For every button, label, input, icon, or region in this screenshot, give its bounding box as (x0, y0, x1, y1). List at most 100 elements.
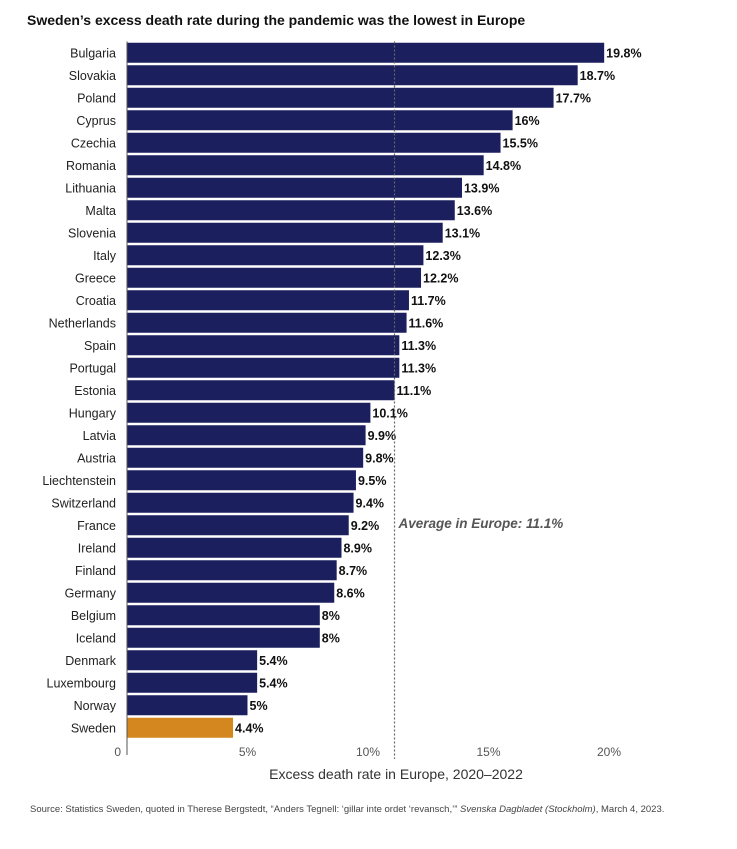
value-label: 8.9% (343, 541, 372, 555)
value-label: 5% (250, 699, 268, 713)
bar-netherlands (127, 312, 407, 333)
value-label: 17.7% (556, 91, 591, 105)
category-label: Hungary (69, 406, 117, 420)
bar-luxembourg (127, 672, 258, 693)
bar-spain (127, 335, 400, 356)
value-label: 11.3% (401, 361, 436, 375)
x-tick-label: 0 (114, 745, 121, 759)
value-label: 8% (322, 609, 340, 623)
value-label: 16% (515, 114, 540, 128)
category-label: Sweden (71, 721, 116, 735)
bar-estonia (127, 380, 395, 401)
value-label: 11.1% (397, 384, 432, 398)
category-label: Austria (77, 451, 116, 465)
source-note: Source: Statistics Sweden, quoted in The… (30, 800, 670, 819)
category-label: Portugal (69, 361, 116, 375)
bar-liechtenstein (127, 470, 356, 491)
bar-hungary (127, 402, 371, 423)
value-label: 11.7% (411, 294, 446, 308)
bar-france (127, 515, 349, 536)
bar-romania (127, 155, 484, 176)
category-label: Latvia (83, 429, 116, 443)
bar-poland (127, 87, 554, 108)
x-axis-label: Excess death rate in Europe, 2020–2022 (269, 766, 523, 782)
category-label: Bulgaria (70, 46, 116, 60)
category-label: Slovenia (68, 226, 116, 240)
bar-greece (127, 267, 422, 288)
value-label: 11.3% (401, 339, 436, 353)
category-label: Croatia (76, 294, 116, 308)
category-label: Slovakia (69, 69, 116, 83)
source-date: , March 4, 2023. (595, 804, 665, 815)
bar-slovenia (127, 222, 443, 243)
bar-portugal (127, 357, 400, 378)
category-label: Estonia (74, 384, 116, 398)
x-tick-label: 20% (597, 745, 621, 759)
value-label: 4.4% (235, 721, 263, 735)
value-label: 8.6% (336, 586, 365, 600)
value-label: 5.4% (259, 654, 288, 668)
bar-iceland (127, 627, 320, 648)
x-tick-label: 5% (239, 745, 257, 759)
value-label: 9.2% (351, 519, 380, 533)
bar-slovakia (127, 65, 578, 86)
bar-sweden (127, 717, 234, 738)
category-label: Finland (75, 564, 116, 578)
value-label: 9.5% (358, 474, 387, 488)
category-label: Romania (66, 159, 116, 173)
value-label: 12.3% (425, 249, 460, 263)
value-label: 13.9% (464, 181, 499, 195)
bar-denmark (127, 650, 258, 671)
bar-bulgaria (127, 42, 605, 63)
category-label: Iceland (76, 631, 116, 645)
bar-czechia (127, 132, 501, 153)
value-label: 19.8% (606, 46, 641, 60)
bar-belgium (127, 605, 320, 626)
value-label: 9.4% (356, 496, 385, 510)
category-label: Poland (77, 91, 116, 105)
category-label: Luxembourg (47, 676, 117, 690)
category-label: Denmark (65, 654, 116, 668)
category-label: Italy (93, 249, 117, 263)
bar-ireland (127, 537, 342, 558)
chart-title: Sweden’s excess death rate during the pa… (27, 12, 526, 28)
category-label: France (77, 519, 116, 533)
value-label: 11.6% (409, 316, 444, 330)
bar-austria (127, 447, 364, 468)
bar-croatia (127, 290, 409, 311)
value-label: 14.8% (486, 159, 521, 173)
average-reference-label: Average in Europe: 11.1% (398, 516, 564, 531)
category-label: Norway (74, 699, 117, 713)
bar-latvia (127, 425, 366, 446)
x-tick-label: 15% (476, 745, 500, 759)
value-label: 8% (322, 631, 340, 645)
value-label: 15.5% (503, 136, 538, 150)
category-label: Germany (65, 586, 117, 600)
category-label: Cyprus (76, 114, 116, 128)
bar-switzerland (127, 492, 354, 513)
bar-malta (127, 200, 455, 221)
category-label: Ireland (78, 541, 116, 555)
x-tick-label: 10% (356, 745, 380, 759)
category-label: Spain (84, 339, 116, 353)
category-label: Liechtenstein (42, 474, 116, 488)
bar-cyprus (127, 110, 513, 131)
bar-italy (127, 245, 424, 266)
bar-norway (127, 695, 248, 716)
bar-germany (127, 582, 335, 603)
value-label: 12.2% (423, 271, 458, 285)
value-label: 10.1% (372, 406, 407, 420)
category-label: Netherlands (49, 316, 116, 330)
bar-lithuania (127, 177, 462, 198)
value-label: 13.1% (445, 226, 480, 240)
value-label: 13.6% (457, 204, 492, 218)
source-publication: Svenska Dagbladet (Stockholm) (460, 804, 596, 815)
category-label: Greece (75, 271, 116, 285)
value-label: 18.7% (580, 69, 615, 83)
value-label: 9.8% (365, 451, 394, 465)
bar-finland (127, 560, 337, 581)
category-label: Switzerland (51, 496, 116, 510)
category-label: Malta (85, 204, 116, 218)
